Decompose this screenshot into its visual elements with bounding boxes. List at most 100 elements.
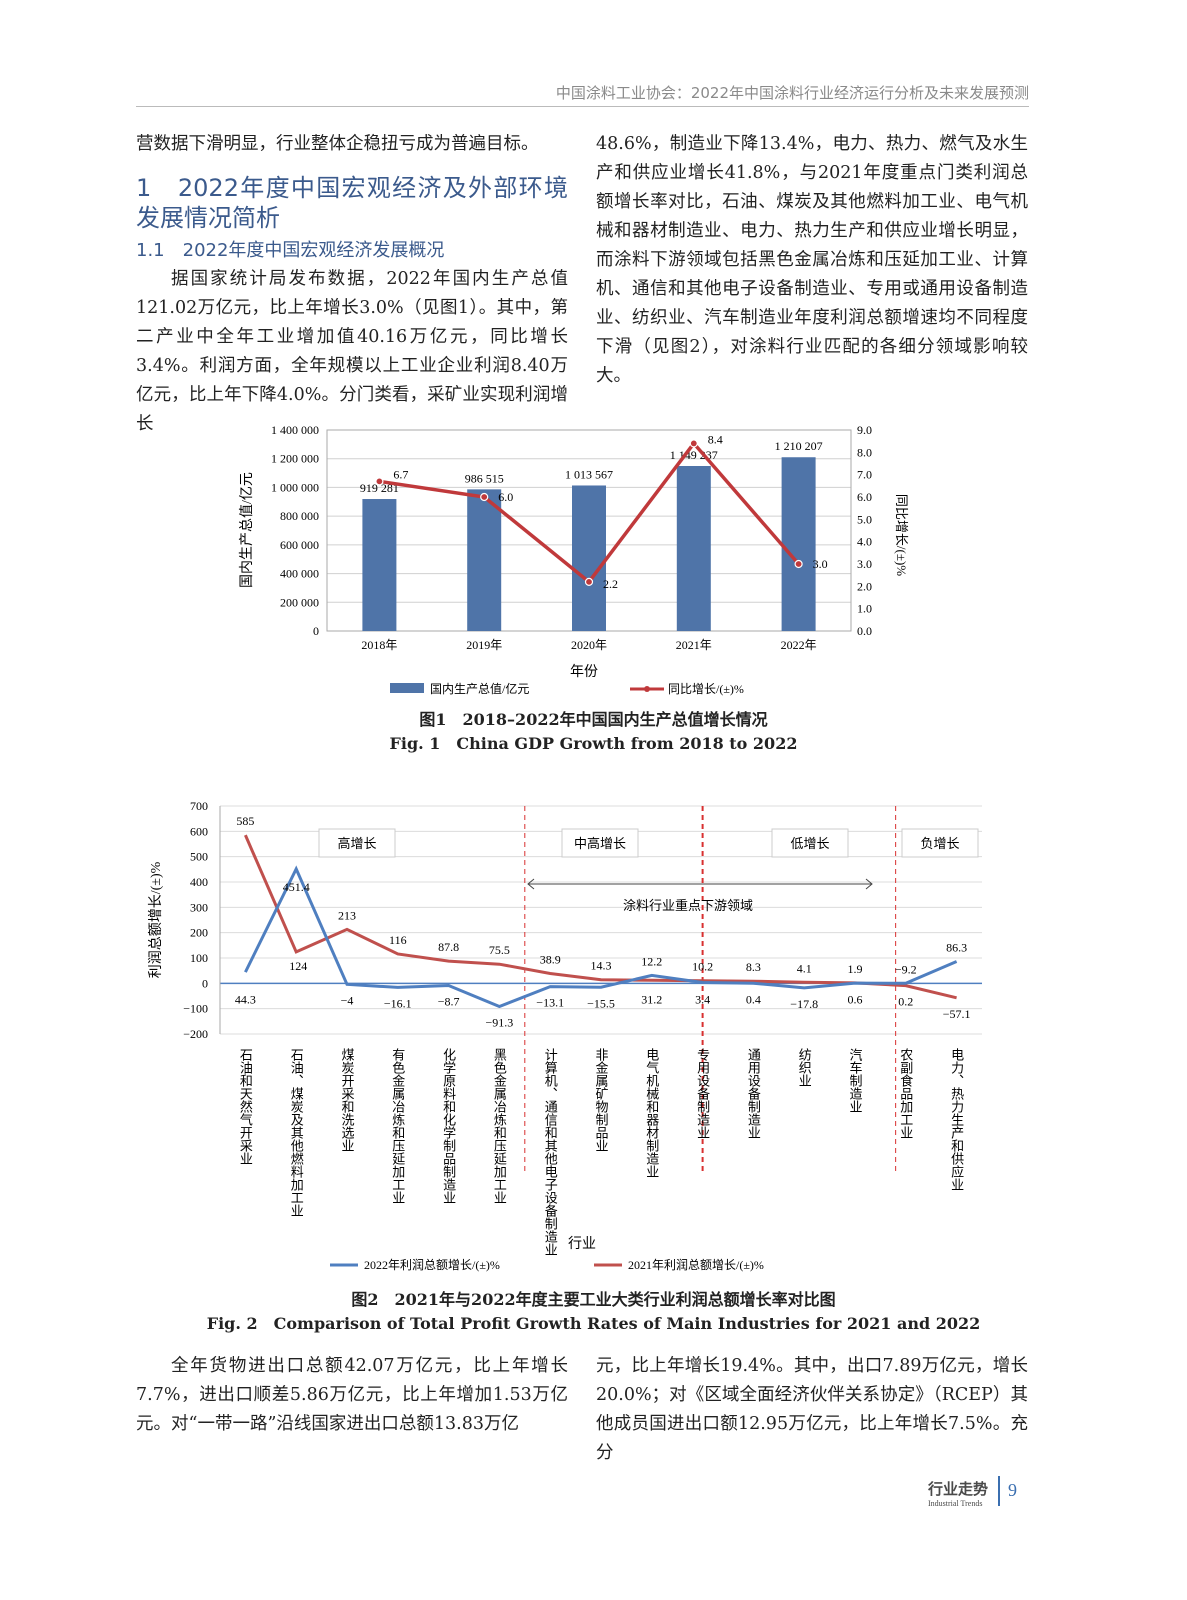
y-tick-label: 100 xyxy=(190,951,208,965)
legend-bar-label: 国内生产总值/亿元 xyxy=(430,681,529,696)
blue-data-label: 44.3 xyxy=(235,992,256,1006)
group-box xyxy=(318,828,396,858)
blue-data-label: −4 xyxy=(341,993,354,1007)
x-category-label: 石油和天然气开采业 xyxy=(238,1048,253,1165)
blue-data-label: −15.5 xyxy=(587,996,615,1010)
y-tick-label: 200 xyxy=(190,926,208,940)
paragraph: 全年货物进出口总额42.07万亿元，比上年增长7.7%，进出口顺差5.86万亿元… xyxy=(136,1356,568,1434)
x-tick-label: 2022年 xyxy=(781,638,817,652)
blue-data-label: 0.2 xyxy=(898,995,913,1009)
y-tick-label: −200 xyxy=(183,1027,208,1041)
paragraph: 48.6%，制造业下降13.4%，电力、热力、燃气及水生产和供应业增长41.8%… xyxy=(596,134,1028,386)
y-tick-label: 400 000 xyxy=(280,567,319,581)
paragraph: 据国家统计局发布数据，2022年国内生产总值121.02万亿元，比上年增长3.0… xyxy=(136,269,568,434)
y-tick-label: 600 000 xyxy=(280,538,319,552)
x-category-label: 专用设备制造业 xyxy=(695,1048,710,1139)
y-tick-label: 1 400 000 xyxy=(271,423,319,437)
red-data-label: 10.2 xyxy=(692,960,713,974)
blue-data-label: −16.1 xyxy=(384,996,412,1010)
x-tick-label: 2019年 xyxy=(466,638,502,652)
y2-axis-title: 同比增长/(±)% xyxy=(894,494,909,576)
legend-line-marker xyxy=(644,686,650,692)
legend-bar-swatch xyxy=(390,683,424,693)
bar-label: 1 210 207 xyxy=(775,439,823,453)
x-axis-title: 行业 xyxy=(568,1236,596,1252)
bar-label: 1 013 567 xyxy=(565,467,613,481)
series-line xyxy=(244,834,957,1000)
fig2-caption-cn: 图2 2021年与2022年度主要工业大类行业利润总额增长率对比图 xyxy=(351,1290,836,1309)
red-data-label: 38.9 xyxy=(540,952,561,966)
blue-data-label: 0.6 xyxy=(848,992,863,1006)
x-category-label: 煤炭开采和洗选业 xyxy=(340,1048,355,1152)
y-tick-label: 400 xyxy=(190,875,208,889)
y2-tick-label: 5.0 xyxy=(857,512,872,526)
red-data-label: −57.1 xyxy=(943,1007,971,1021)
x-tick-label: 2020年 xyxy=(571,638,607,652)
group-box xyxy=(561,828,639,858)
y2-tick-label: 7.0 xyxy=(857,468,872,482)
y-tick-label: 800 000 xyxy=(280,509,319,523)
right-column: 48.6%，制造业下降13.4%，电力、热力、燃气及水生产和供应业增长41.8%… xyxy=(596,130,1028,391)
arrow-head-left xyxy=(527,878,535,890)
x-category-label: 纺织业 xyxy=(797,1048,812,1087)
fig1-caption-en: Fig. 1 China GDP Growth from 2018 to 202… xyxy=(389,734,798,753)
red-data-label: 14.3 xyxy=(591,959,612,973)
y-axis-title: 国内生产总值/亿元 xyxy=(239,472,255,588)
growth-label: 6.0 xyxy=(498,490,513,504)
y-axis-title: 利润总额增长/(±)% xyxy=(148,861,164,978)
growth-point xyxy=(689,439,698,448)
y-tick-label: 500 xyxy=(190,850,208,864)
group-label: 低增长 xyxy=(790,836,829,851)
fig1-caption-cn: 图1 2018–2022年中国国内生产总值增长情况 xyxy=(419,710,768,729)
growth-label: 3.0 xyxy=(813,557,828,571)
x-category-label: 石油、煤炭及其他燃料加工业 xyxy=(289,1048,304,1217)
y-tick-label: −100 xyxy=(183,1002,208,1016)
y-tick-label: 200 000 xyxy=(280,595,319,609)
series-line xyxy=(244,865,958,1009)
bottom-left-column: 全年货物进出口总额42.07万亿元，比上年增长7.7%，进出口顺差5.86万亿元… xyxy=(136,1352,568,1439)
y-tick-label: 600 xyxy=(190,824,208,838)
fig2-caption-en: Fig. 2 Comparison of Total Profit Growth… xyxy=(206,1314,981,1333)
blue-data-label: 3.4 xyxy=(695,992,710,1006)
blue-data-label: −91.3 xyxy=(486,1015,514,1029)
red-data-label: 8.3 xyxy=(746,960,761,974)
blue-data-label: −8.7 xyxy=(438,995,460,1009)
bar-label: 1 149 237 xyxy=(670,448,718,462)
red-data-label: 12.2 xyxy=(641,954,662,968)
red-data-label: 124 xyxy=(289,959,307,973)
bar xyxy=(572,485,606,631)
red-data-label: 1.9 xyxy=(848,962,863,976)
bar xyxy=(467,489,502,631)
footer-section: 行业走势 xyxy=(928,1480,989,1498)
growth-point xyxy=(375,477,384,486)
bar xyxy=(362,499,397,631)
growth-point xyxy=(794,559,803,569)
y-tick-label: 0 xyxy=(313,624,319,638)
x-category-label: 农副食品加工业 xyxy=(898,1048,913,1139)
legend-2022-label: 2022年利润总额增长/(±)% xyxy=(364,1258,500,1272)
footer-divider xyxy=(998,1476,1000,1506)
red-data-label: −9.2 xyxy=(895,962,917,976)
growth-label: 2.2 xyxy=(603,577,618,591)
page-number: 9 xyxy=(1008,1480,1017,1500)
paragraph: 营数据下滑明显，行业整体企稳扭亏成为普遍目标。 xyxy=(136,134,539,154)
range-label: 涂料行业重点下游领域 xyxy=(623,898,753,913)
growth-point xyxy=(584,577,594,586)
y-tick-label: 300 xyxy=(190,900,208,914)
arrow-head-right xyxy=(865,878,873,890)
profit-growth-chart: −200 −100 0 100 200 300 400 500 600 700 高增长 中高增长 低增长… xyxy=(148,799,982,1272)
growth-label: 8.4 xyxy=(708,432,723,446)
x-category-label: 电气机械和器材制造业 xyxy=(644,1048,659,1178)
y-tick-label: 1 000 000 xyxy=(271,480,319,494)
x-tick-label: 2021年 xyxy=(676,638,712,652)
x-category-label: 黑色金属冶炼和压延加工业 xyxy=(492,1048,507,1204)
y-tick-label: 1 200 000 xyxy=(271,452,319,466)
red-data-label: 116 xyxy=(389,933,407,947)
footer: 行业走势 Industrial Trends 9 xyxy=(928,1476,1017,1508)
y2-tick-label: 4.0 xyxy=(857,535,872,549)
x-category-label: 通用设备制造业 xyxy=(746,1048,761,1139)
bar xyxy=(676,466,711,631)
footer-section-en: Industrial Trends xyxy=(928,1499,983,1508)
y2-tick-label: 1.0 xyxy=(857,602,872,616)
group-label: 高增长 xyxy=(337,836,376,851)
